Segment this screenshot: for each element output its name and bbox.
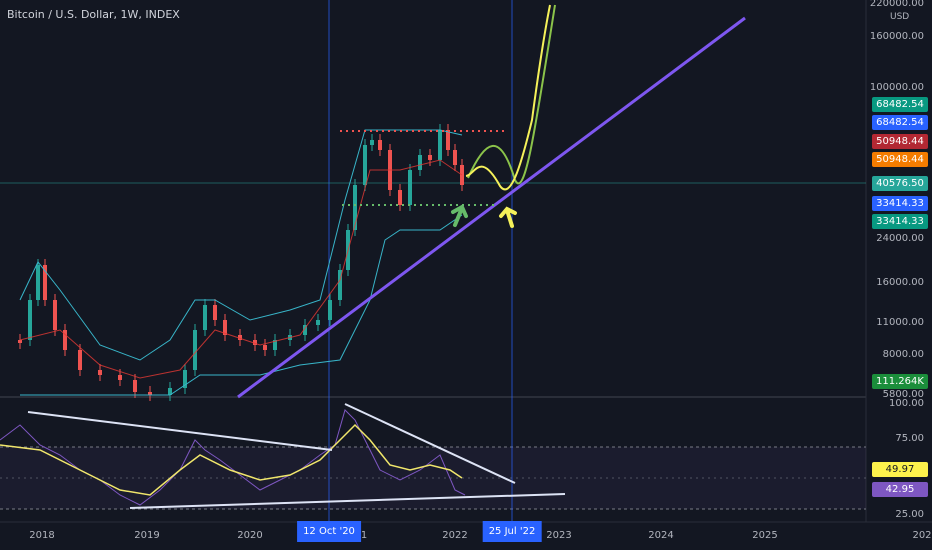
price-tick: 100000.00 xyxy=(869,82,924,93)
projection-yellow xyxy=(465,4,551,191)
candle-body xyxy=(303,325,307,335)
candle-body xyxy=(28,300,32,340)
time-tick: 2023 xyxy=(546,530,572,541)
candle-body xyxy=(43,265,47,300)
price-tick: 8000.00 xyxy=(882,349,924,360)
time-tick: 2020 xyxy=(237,530,263,541)
last-price-badge: 40576.50 xyxy=(872,176,928,191)
candle-body xyxy=(183,370,187,388)
time-tick: 2019 xyxy=(134,530,160,541)
currency-label: USD xyxy=(890,12,910,22)
candle-body xyxy=(353,185,357,230)
rsi-tick: 25.00 xyxy=(895,509,924,520)
rsi-ma-badge: 49.97 xyxy=(872,462,928,477)
price-badge: 50948.44 xyxy=(872,134,928,149)
price-axis[interactable]: 220000.00 160000.00 100000.00 24000.00 1… xyxy=(866,0,932,522)
candle-body xyxy=(98,370,102,375)
candle-body xyxy=(78,350,82,370)
candle-body xyxy=(338,270,342,300)
candle-body xyxy=(446,130,450,150)
candle-body xyxy=(438,130,442,160)
candle-body xyxy=(328,300,332,320)
price-tick: 160000.00 xyxy=(869,31,924,42)
rsi-trendline xyxy=(129,493,566,509)
candle-body xyxy=(398,190,402,205)
price-badge: 33414.33 xyxy=(872,214,928,229)
time-tick: 202 xyxy=(912,530,932,541)
price-tick: 24000.00 xyxy=(876,233,924,244)
bollinger-lower xyxy=(20,214,463,396)
time-tick: 2024 xyxy=(648,530,674,541)
candle-body xyxy=(370,140,374,145)
price-tick: 220000.00 xyxy=(869,0,924,9)
time-tick: 2018 xyxy=(29,530,55,541)
price-badge: 68482.54 xyxy=(872,97,928,112)
candle-body xyxy=(238,335,242,340)
candle-body xyxy=(193,330,197,370)
price-tick: 16000.00 xyxy=(876,277,924,288)
green-arrow-icon xyxy=(451,204,468,227)
price-tick: 11000.00 xyxy=(876,317,924,328)
candle-body xyxy=(213,305,217,320)
price-badge: 68482.54 xyxy=(872,115,928,130)
rsi-tick: 75.00 xyxy=(895,433,924,444)
candle-body xyxy=(408,170,412,205)
candle-body xyxy=(273,340,277,350)
candle-body xyxy=(363,145,367,185)
symbol-title: Bitcoin / U.S. Dollar, 1W, INDEX xyxy=(7,8,180,21)
candle-body xyxy=(378,140,382,150)
price-tick: 5800.00 xyxy=(882,389,924,400)
moving-average xyxy=(19,159,463,379)
price-badge: 50948.44 xyxy=(872,152,928,167)
candle-body xyxy=(53,300,57,330)
price-badge: 33414.33 xyxy=(872,196,928,211)
candle-body xyxy=(203,305,207,330)
rsi-trendline xyxy=(344,403,516,484)
rsi-tick: 100.00 xyxy=(889,398,924,409)
rsi-trendline xyxy=(27,411,333,451)
candle-body xyxy=(168,388,172,395)
candle-body xyxy=(18,340,22,343)
candle-body xyxy=(428,155,432,160)
trendline xyxy=(237,16,746,399)
candle-body xyxy=(263,345,267,350)
time-highlight: 12 Oct '20 xyxy=(297,521,361,542)
time-tick: 1 xyxy=(360,530,368,541)
candle-body xyxy=(223,320,227,335)
volume-badge: 111.264K xyxy=(872,374,928,389)
projection-green xyxy=(467,4,556,185)
candle-body xyxy=(418,155,422,170)
candle-body xyxy=(118,375,122,380)
candle-body xyxy=(63,330,67,350)
rsi-ma-line xyxy=(0,423,463,496)
rsi-badge: 42.95 xyxy=(872,482,928,497)
candle-body xyxy=(453,150,457,165)
time-tick: 2022 xyxy=(442,530,468,541)
candle-body xyxy=(253,340,257,345)
time-tick: 2025 xyxy=(752,530,778,541)
bollinger-upper xyxy=(19,129,463,361)
yellow-arrow-icon xyxy=(499,206,517,228)
time-highlight: 25 Jul '22 xyxy=(482,521,542,542)
candle-body xyxy=(133,380,137,392)
candle-body xyxy=(148,392,152,395)
candle-body xyxy=(36,265,40,300)
candle-body xyxy=(316,320,320,325)
